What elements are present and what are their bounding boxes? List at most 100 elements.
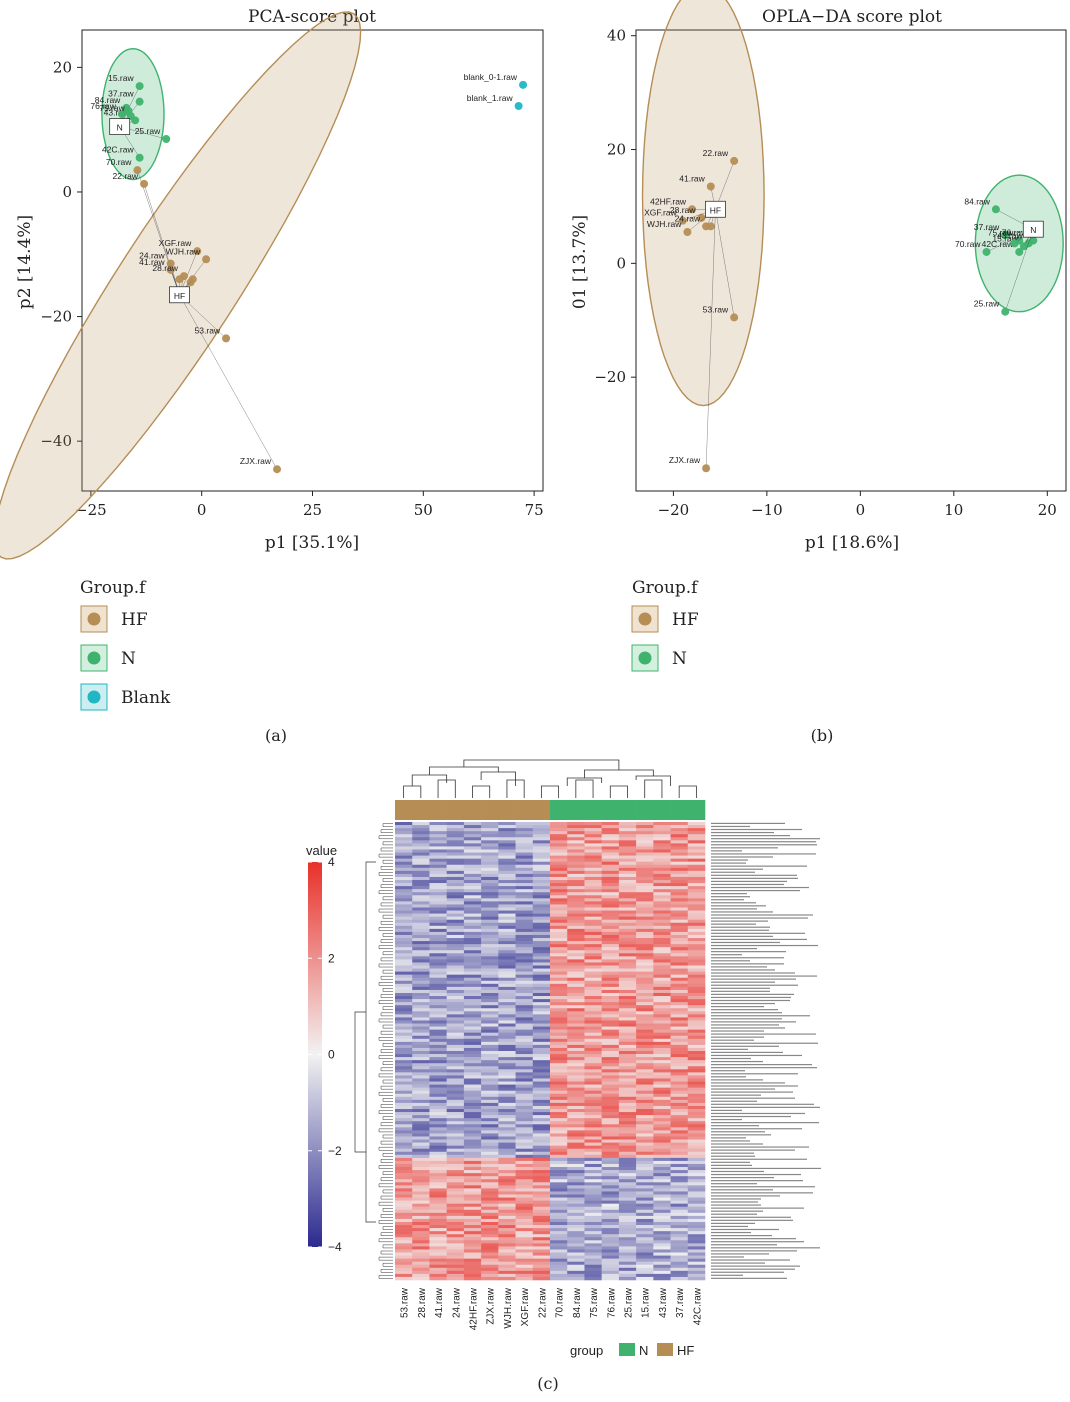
- heatmap-cell: [412, 1191, 430, 1195]
- heatmap-cell: [429, 1121, 447, 1125]
- heatmap-cell: [498, 1002, 516, 1006]
- heatmap-cell: [670, 1041, 689, 1046]
- heatmap-cell: [687, 999, 706, 1003]
- heatmap-cell: [463, 1066, 482, 1070]
- x-tick-label: −10: [751, 501, 783, 519]
- row-label-placeholder: [711, 1100, 757, 1102]
- heatmap-cell: [636, 965, 654, 969]
- heatmap-cell: [584, 846, 602, 850]
- heatmap-cell: [532, 855, 551, 859]
- heatmap-cell: [481, 1240, 499, 1244]
- heatmap-cell: [481, 873, 499, 878]
- heatmap-cell: [618, 1228, 637, 1232]
- heatmap-cell: [567, 1237, 585, 1241]
- heatmap-cell: [567, 1090, 585, 1095]
- row-label-placeholder: [711, 1225, 748, 1228]
- heatmap-cell: [429, 977, 447, 982]
- heatmap-cell: [481, 1038, 499, 1043]
- heatmap-cell: [567, 956, 585, 960]
- heatmap-cell: [532, 1102, 551, 1107]
- heatmap-cell: [515, 828, 534, 832]
- heatmap-cell: [601, 1008, 620, 1012]
- heatmap-cell: [515, 886, 534, 890]
- data-point: [193, 247, 202, 256]
- heatmap-cell: [515, 858, 534, 862]
- row-label-placeholder: [711, 1021, 796, 1023]
- heatmap-cell: [653, 934, 671, 939]
- heatmap-cell: [687, 849, 706, 853]
- heatmap-cell: [412, 1105, 430, 1110]
- heatmap-cell: [653, 1026, 671, 1030]
- heatmap-cell: [463, 1014, 482, 1018]
- heatmap-cell: [463, 983, 482, 988]
- x-tick-label: 0: [197, 501, 207, 519]
- heatmap-cell: [395, 950, 413, 954]
- heatmap-cell: [618, 1276, 637, 1281]
- heatmap-cell: [481, 849, 499, 853]
- data-point: [730, 313, 739, 322]
- heatmap-cell: [463, 828, 482, 832]
- heatmap-cell: [601, 1145, 620, 1150]
- heatmap-cell: [532, 1115, 551, 1119]
- heatmap-cell: [601, 1081, 620, 1085]
- heatmap-cell: [481, 1075, 499, 1079]
- heatmap-cell: [670, 944, 689, 948]
- heatmap-cell: [481, 925, 499, 930]
- heatmap-cell: [687, 1246, 706, 1250]
- heatmap-cell: [687, 1215, 706, 1220]
- heatmap-cell: [601, 1215, 620, 1220]
- heatmap-cell: [653, 825, 671, 829]
- heatmap-cell: [515, 825, 534, 829]
- heatmap-cell: [687, 950, 706, 954]
- heatmap-cell: [498, 873, 516, 878]
- heatmap-cell: [532, 992, 551, 997]
- heatmap-cell: [653, 1087, 671, 1091]
- heatmap-cell: [636, 1029, 654, 1033]
- heatmap-cell: [584, 907, 602, 911]
- heatmap-cell: [687, 1121, 706, 1125]
- heatmap-cell: [584, 901, 602, 905]
- heatmap-cell: [636, 1102, 654, 1107]
- heatmap-cell: [550, 1276, 568, 1281]
- row-label-placeholder: [711, 1067, 817, 1069]
- heatmap-cell: [532, 831, 551, 835]
- heatmap-cell: [618, 1185, 637, 1189]
- heatmap-cell: [446, 1154, 465, 1159]
- heatmap-cell: [618, 880, 637, 884]
- data-point: [188, 275, 197, 284]
- heatmap-cell: [532, 1063, 551, 1067]
- row-dendrogram-link: [380, 1085, 393, 1090]
- heatmap-cell: [670, 1044, 689, 1049]
- heatmap-cell: [618, 1170, 637, 1174]
- heatmap-cell: [618, 934, 637, 939]
- heatmap-cell: [446, 1044, 465, 1049]
- heatmap-cell: [412, 1029, 430, 1033]
- heatmap-cell: [429, 986, 447, 991]
- heatmap-cell: [498, 1240, 516, 1244]
- heatmap-cell: [567, 889, 585, 893]
- heatmap-cell: [498, 1209, 516, 1214]
- heatmap-cell: [429, 876, 447, 881]
- heatmap-cell: [498, 1255, 516, 1259]
- heatmap-cell: [463, 931, 482, 936]
- heatmap-cell: [532, 1014, 551, 1018]
- heatmap-cell: [550, 1041, 568, 1046]
- heatmap-cell: [567, 843, 585, 847]
- heatmap-cell: [412, 1225, 430, 1229]
- heatmap-cell: [550, 962, 568, 966]
- heatmap-cell: [550, 1182, 568, 1186]
- heatmap-cell: [498, 1014, 516, 1018]
- heatmap-cell: [601, 1047, 620, 1052]
- heatmap-cell: [515, 883, 534, 887]
- heatmap-cell: [636, 1069, 654, 1073]
- heatmap-cell: [636, 1231, 654, 1235]
- heatmap-cell: [395, 965, 413, 969]
- heatmap-cell: [584, 934, 602, 939]
- heatmap-cell: [412, 1203, 430, 1208]
- heatmap-cell: [515, 1270, 534, 1275]
- row-label-placeholder: [711, 859, 748, 861]
- heatmap-cell: [429, 855, 447, 859]
- heatmap-cell: [653, 1072, 671, 1076]
- heatmap-cell: [584, 1121, 602, 1125]
- heatmap-cell: [395, 1267, 413, 1272]
